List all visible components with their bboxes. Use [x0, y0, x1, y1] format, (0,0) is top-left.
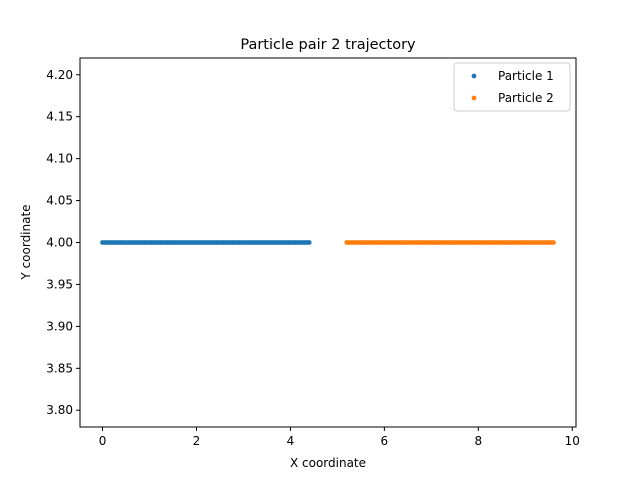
- legend: Particle 1 Particle 2: [453, 62, 571, 112]
- legend-label: Particle 1: [498, 69, 554, 83]
- x-axis-label: X coordinate: [290, 456, 366, 470]
- y-tick-label: 3.85: [46, 361, 73, 375]
- legend-marker: [471, 73, 477, 79]
- y-tick-label: 3.80: [46, 403, 73, 417]
- y-tick-label: 4.15: [46, 110, 73, 124]
- chart-title: Particle pair 2 trajectory: [240, 37, 416, 53]
- y-tick-label: 4.20: [46, 68, 73, 82]
- legend-box: [453, 62, 571, 112]
- x-tick-label: 0: [99, 434, 107, 448]
- y-tick-label: 4.10: [46, 152, 73, 166]
- series-2: [344, 240, 556, 245]
- x-tick-label: 4: [287, 434, 295, 448]
- y-tick-label: 3.90: [46, 319, 73, 333]
- legend-marker: [471, 95, 477, 101]
- data-point: [551, 240, 556, 245]
- plot-area: 0 2 4 6 8 10 3.80 3.85 3.90 3.95 4.00 4.05 4.10 4.15 4…: [46, 57, 580, 448]
- x-tick-label: 6: [381, 434, 389, 448]
- y-tick-label: 3.95: [46, 277, 73, 291]
- series-1: [100, 240, 312, 245]
- y-tick-label: 4.05: [46, 194, 73, 208]
- y-axis-label: Y coordinate: [19, 204, 33, 280]
- y-tick-label: 4.00: [46, 236, 73, 250]
- x-tick-label: 8: [474, 434, 482, 448]
- x-tick-label: 2: [193, 434, 201, 448]
- legend-label: Particle 2: [498, 91, 554, 105]
- x-tick-label: 10: [565, 434, 580, 448]
- data-point: [306, 240, 312, 245]
